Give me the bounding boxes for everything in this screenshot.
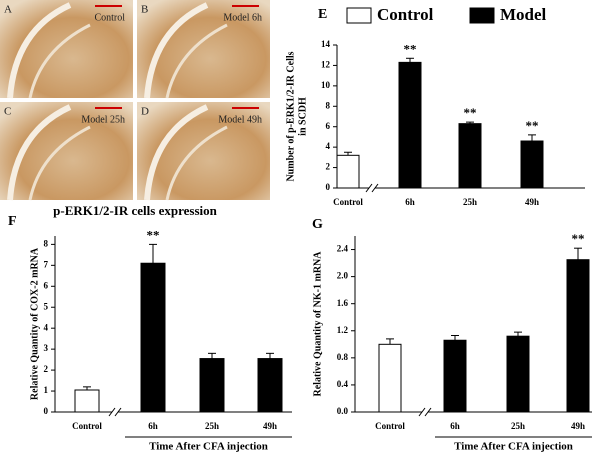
tissue-edge (165, 125, 228, 201)
x-tick-label: 6h (450, 421, 460, 431)
x-tick-label: 25h (205, 421, 219, 431)
x-tick-label: 6h (405, 197, 415, 207)
axis-break (371, 183, 379, 193)
y-tick-label: 6 (44, 280, 49, 290)
tissue-edge (7, 2, 72, 99)
legend-label: Control (377, 5, 434, 24)
y-tick-label: 2 (326, 162, 331, 172)
legend-swatch (346, 7, 372, 24)
x-tick-label: 49h (525, 197, 539, 207)
x-tick-label: 6h (148, 421, 158, 431)
bar (458, 123, 482, 189)
bar (520, 140, 544, 189)
bar (378, 343, 402, 413)
panel-label: Model 25h (81, 114, 125, 125)
bar (566, 259, 590, 413)
significance-mark: ** (464, 105, 477, 120)
bar (443, 339, 467, 413)
x-tick-label: 25h (463, 197, 477, 207)
significance-mark: ** (147, 227, 160, 242)
x-tick-label: Control (333, 197, 363, 207)
y-tick-label: 7 (44, 259, 49, 269)
panel-letter: G (312, 217, 323, 232)
y-tick-label: 0.0 (337, 406, 349, 416)
y-tick-label: 4 (44, 322, 49, 332)
x-tick-label: 25h (511, 421, 525, 431)
tissue-edge (144, 104, 209, 201)
panel-letter: A (4, 4, 12, 16)
y-tick-label: 12 (321, 59, 331, 69)
bar (140, 262, 166, 413)
panel-letter: B (141, 4, 148, 16)
panel-letter: C (4, 106, 11, 118)
y-tick-label: 8 (44, 238, 49, 248)
y-tick-label: 1.6 (337, 298, 349, 308)
tissue-edge (28, 125, 91, 201)
x-tick-label: 49h (571, 421, 585, 431)
tissue-edge (144, 2, 209, 99)
panel-label: Model 6h (223, 12, 262, 23)
significance-mark: ** (572, 231, 585, 246)
y-tick-label: 3 (44, 343, 49, 353)
micrograph-caption: p-ERK1/2-IR cells expression (53, 203, 217, 218)
bar (257, 358, 283, 413)
x-axis-label: Time After CFA injection (149, 441, 268, 452)
y-axis-label: Relative Quantity of COX-2 mRNA (29, 247, 40, 400)
y-tick-label: 1 (44, 385, 49, 395)
y-tick-label: 0.8 (337, 352, 349, 362)
bar (199, 358, 225, 413)
y-tick-label: 5 (44, 301, 49, 311)
y-tick-label: 2.4 (337, 244, 349, 254)
y-axis-label: Number of p-ERK1/2-IR Cells (285, 51, 296, 181)
y-tick-label: 2.0 (337, 271, 349, 281)
panel-letter: D (141, 106, 149, 118)
y-tick-label: 0.4 (337, 379, 349, 389)
y-tick-label: 14 (321, 39, 331, 49)
y-tick-label: 0 (326, 182, 331, 192)
y-tick-label: 6 (326, 121, 331, 131)
y-axis-label: Relative Quantity of NK-1 mRNA (312, 251, 323, 397)
y-tick-label: 2 (44, 364, 49, 374)
bar (74, 389, 100, 413)
y-tick-label: 0 (44, 406, 49, 416)
x-tick-label: 49h (263, 421, 277, 431)
bar (336, 154, 360, 189)
significance-mark: ** (404, 41, 417, 56)
axis-break (108, 407, 116, 417)
tissue-edge (165, 23, 228, 99)
panel-letter: F (8, 214, 17, 229)
x-axis-label: Time After CFA injection (454, 441, 573, 452)
panel-label: Model 49h (218, 114, 262, 125)
y-tick-label: 4 (326, 141, 331, 151)
legend-swatch (469, 7, 495, 24)
significance-mark: ** (526, 118, 539, 133)
tissue-edge (28, 23, 91, 99)
panel-label: Control (94, 12, 125, 23)
y-tick-label: 1.2 (337, 325, 349, 335)
y-tick-label: 10 (321, 80, 331, 90)
bar (506, 335, 530, 413)
y-axis-label: in SCDH (297, 97, 308, 136)
panel-letter: E (318, 7, 327, 22)
axis-break (114, 407, 122, 417)
axis-break (424, 407, 432, 417)
y-tick-label: 8 (326, 100, 331, 110)
legend-label: Model (500, 5, 547, 24)
tissue-edge (7, 104, 72, 201)
axis-break (365, 183, 373, 193)
axis-break (418, 407, 426, 417)
x-tick-label: Control (375, 421, 405, 431)
bar (398, 61, 422, 189)
x-tick-label: Control (72, 421, 102, 431)
